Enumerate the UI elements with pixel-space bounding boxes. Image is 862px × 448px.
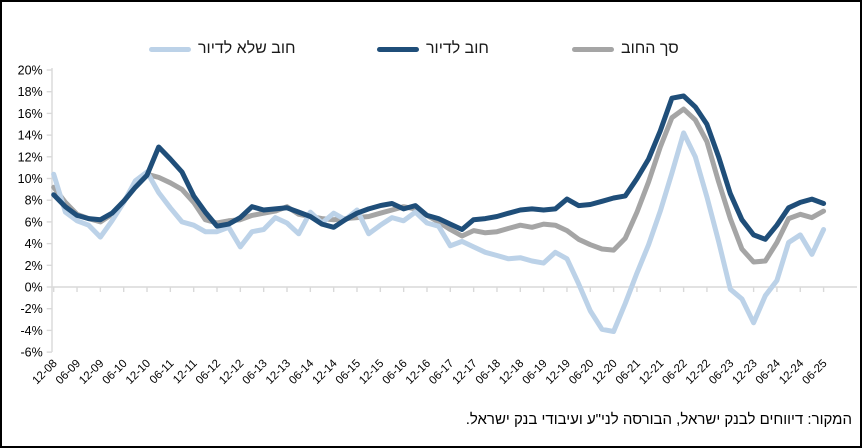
x-axis-label: 06-16 bbox=[380, 358, 409, 387]
y-axis-label: 12% bbox=[18, 150, 43, 164]
x-axis-label: 12-10 bbox=[124, 358, 153, 387]
x-axis-label: 12-24 bbox=[777, 357, 807, 387]
series-line-housing bbox=[51, 93, 827, 242]
x-axis-label: 06-15 bbox=[334, 358, 363, 387]
x-axis-label: 06-12 bbox=[194, 358, 223, 387]
x-axis-label: 06-24 bbox=[754, 357, 784, 387]
legend-item-total-debt: סך החוב bbox=[572, 38, 679, 60]
x-axis-label: 06-23 bbox=[707, 358, 736, 387]
legend-label-housing-debt: חוב לדיור bbox=[426, 40, 489, 57]
legend-swatch-total-debt bbox=[572, 46, 614, 52]
series-line-non-housing bbox=[51, 130, 827, 334]
x-axis-label: 06-21 bbox=[614, 358, 643, 387]
x-axis-labels: 12-0806-0912-0906-1012-1006-1112-1106-12… bbox=[31, 357, 830, 387]
series-line-total bbox=[51, 106, 827, 265]
x-axis-label: 06-20 bbox=[567, 358, 596, 387]
x-axis-label: 12-18 bbox=[497, 358, 526, 387]
x-axis-label: 12-12 bbox=[217, 358, 246, 387]
y-axis-label: 10% bbox=[18, 172, 43, 186]
y-axis-label: 2% bbox=[25, 259, 43, 273]
y-axis-label: 14% bbox=[18, 129, 43, 143]
legend-item-housing-debt: חוב לדיור bbox=[377, 38, 489, 60]
x-axis-label: 12-14 bbox=[310, 357, 340, 387]
y-axis-label: 20% bbox=[18, 64, 43, 78]
x-axis-label: 06-19 bbox=[520, 358, 549, 387]
legend-item-non-housing-debt: חוב שלא לדיור bbox=[149, 38, 296, 60]
x-axis-label: 06-22 bbox=[660, 358, 689, 387]
x-axis-label: 12-08 bbox=[31, 358, 60, 387]
x-axis-label: 06-10 bbox=[101, 358, 130, 387]
y-axis-label: 16% bbox=[18, 107, 43, 121]
axes bbox=[46, 68, 857, 353]
x-axis-label: 12-21 bbox=[637, 358, 666, 387]
series-lines bbox=[51, 93, 827, 334]
x-axis-label: 06-25 bbox=[800, 358, 829, 387]
x-axis-label: 12-19 bbox=[544, 358, 573, 387]
y-axis-label: 18% bbox=[18, 85, 43, 99]
legend-swatch-housing-debt bbox=[377, 46, 419, 52]
y-axis-label: -4% bbox=[20, 324, 42, 338]
x-axis-label: 06-11 bbox=[148, 358, 177, 387]
legend: חוב שלא לדיור חוב לדיור סך החוב bbox=[2, 38, 860, 60]
y-axis-label: -2% bbox=[20, 302, 42, 316]
y-axis-labels: 20% 18% 16% 14% 12% 10% 8% 6% 4% 2% 0% -2% -4% -6% bbox=[18, 64, 43, 360]
x-axis-label: 12-09 bbox=[77, 358, 106, 387]
x-axis-label: 06-09 bbox=[54, 358, 83, 387]
legend-label-non-housing-debt: חוב שלא לדיור bbox=[198, 40, 296, 57]
x-axis-label: 12-20 bbox=[590, 358, 619, 387]
x-axis-label: 06-17 bbox=[427, 358, 456, 387]
x-axis-label: 12-11 bbox=[171, 358, 200, 387]
x-axis-label: 06-14 bbox=[287, 357, 317, 387]
y-axis-label: -6% bbox=[20, 346, 42, 360]
x-axis-label: 06-18 bbox=[474, 358, 503, 387]
y-axis-label: 0% bbox=[25, 281, 43, 295]
x-axis-label: 12-13 bbox=[264, 358, 293, 387]
legend-swatch-non-housing-debt bbox=[149, 46, 191, 52]
x-axis-label: 12-23 bbox=[730, 358, 759, 387]
y-axis-label: 6% bbox=[25, 215, 43, 229]
x-axis-label: 06-13 bbox=[241, 358, 270, 387]
legend-label-total-debt: סך החוב bbox=[621, 40, 679, 57]
source-note: המקור: דיווחים לבנק ישראל, הבורסה לני"ע … bbox=[465, 411, 852, 428]
x-axis-label: 12-17 bbox=[450, 358, 479, 387]
y-axis-label: 4% bbox=[25, 237, 43, 251]
y-axis-label: 8% bbox=[25, 194, 43, 208]
x-axis-label: 12-15 bbox=[357, 358, 386, 387]
x-axis-label: 12-16 bbox=[404, 358, 433, 387]
x-axis-label: 12-22 bbox=[684, 358, 713, 387]
